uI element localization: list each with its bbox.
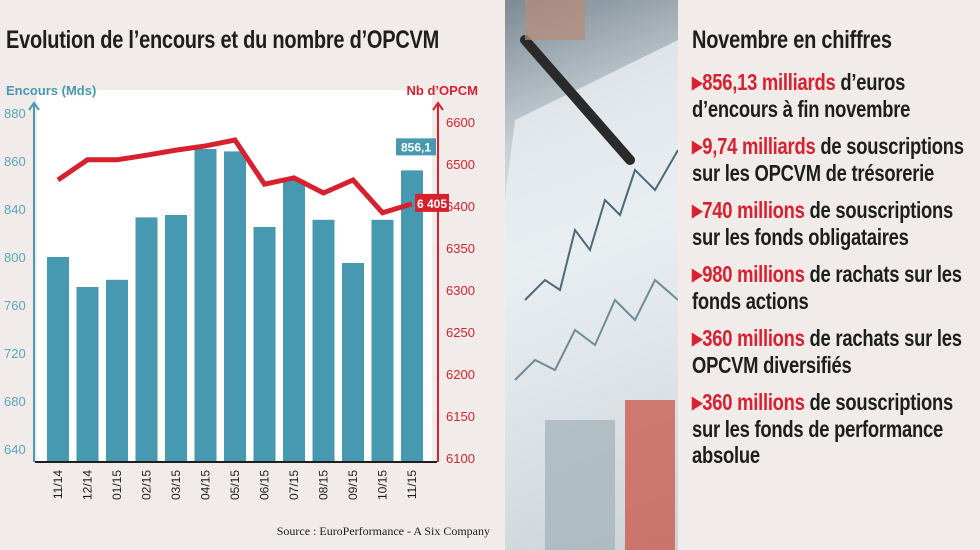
bar-11/15 bbox=[401, 170, 423, 463]
left-tick-label: 880 bbox=[4, 106, 26, 121]
bar-last-value: 856,1 bbox=[401, 140, 431, 154]
triangle-bullet-icon: ▶ bbox=[692, 137, 703, 156]
line-last-value: 6 405 bbox=[417, 197, 447, 211]
key-figure-text: de rachats sur les OPCVM diversifiés bbox=[692, 325, 962, 378]
right-tick-label: 6250 bbox=[446, 325, 475, 340]
x-tick-label: 04/15 bbox=[199, 470, 213, 500]
bar-12/14 bbox=[76, 287, 99, 462]
key-figure-text: de rachats sur les fonds actions bbox=[692, 261, 962, 314]
key-figure-item: ▶360 millions de rachats sur les OPCVM d… bbox=[692, 325, 980, 378]
key-figure-value: 9,74 milliards bbox=[702, 133, 816, 159]
source-note: Source : EuroPerformance - A Six Company bbox=[277, 524, 490, 538]
key-figure-text: d’euros d’encours à fin novembre bbox=[692, 69, 911, 122]
x-tick-label: 08/15 bbox=[317, 470, 331, 500]
photo-illustration bbox=[505, 0, 678, 550]
x-tick-label: 09/15 bbox=[346, 470, 360, 500]
right-tick-label: 6400 bbox=[446, 199, 475, 214]
bar-11/14 bbox=[47, 257, 69, 462]
key-figure-value: 360 millions bbox=[702, 389, 805, 415]
x-tick-label: 11/14 bbox=[51, 470, 65, 499]
bar-last-value-badge bbox=[396, 138, 436, 156]
right-tick-label: 6300 bbox=[446, 283, 475, 298]
combo-chart: Encours (Mds) Nb d’OPCM 880 860 840 800 760 7… bbox=[4, 83, 490, 538]
left-tick-label: 800 bbox=[4, 250, 26, 265]
left-tick-label: 840 bbox=[4, 202, 26, 217]
triangle-bullet-icon: ▶ bbox=[692, 393, 703, 412]
key-figure-item: ▶856,13 milliards d’euros d’encours à fi… bbox=[692, 69, 980, 122]
key-figures-panel: Novembre en chiffres ▶856,13 milliards d… bbox=[692, 26, 980, 479]
x-tick-label: 03/15 bbox=[169, 470, 183, 500]
right-tick-label: 6600 bbox=[446, 115, 475, 130]
key-figure-item: ▶980 millions de rachats sur les fonds a… bbox=[692, 261, 980, 314]
chart-title: Evolution de l’encours et du nombre d’OP… bbox=[6, 26, 440, 54]
line-series-nb-opcm bbox=[56, 137, 413, 216]
key-figure-value: 360 millions bbox=[702, 325, 805, 351]
right-axis-arrow-icon bbox=[432, 101, 444, 111]
triangle-bullet-icon: ▶ bbox=[692, 73, 703, 92]
left-tick-label: 720 bbox=[4, 346, 26, 361]
bar-03/15 bbox=[165, 215, 187, 462]
key-figure-item: ▶360 millions de souscriptions sur les f… bbox=[692, 389, 980, 468]
bar-01/15 bbox=[106, 279, 128, 462]
key-figure-value: 740 millions bbox=[702, 197, 805, 223]
right-tick-label: 6100 bbox=[446, 451, 475, 466]
x-tick-label: 02/15 bbox=[140, 470, 154, 500]
left-tick-label: 640 bbox=[4, 442, 26, 457]
key-figure-item: ▶740 millions de souscriptions sur les f… bbox=[692, 197, 980, 250]
key-figure-text: de souscriptions sur les fonds obligatai… bbox=[692, 197, 953, 250]
bar-07/15 bbox=[283, 180, 305, 462]
bar-09/15 bbox=[342, 263, 364, 462]
bar-05/15 bbox=[224, 151, 246, 462]
left-tick-label: 680 bbox=[4, 394, 26, 409]
left-axis-label: Encours (Mds) bbox=[6, 83, 96, 98]
key-figure-value: 856,13 milliards bbox=[702, 69, 836, 95]
left-tick-label: 760 bbox=[4, 298, 26, 313]
bar-06/15 bbox=[253, 227, 276, 462]
key-figure-text: de souscriptions sur les fonds de perfor… bbox=[692, 389, 953, 468]
stock-chart-photo bbox=[505, 0, 678, 550]
bar-04/15 bbox=[194, 149, 217, 462]
x-tick-label: 01/15 bbox=[110, 470, 124, 500]
x-tick-label: 10/15 bbox=[376, 470, 390, 500]
bar-02/15 bbox=[135, 217, 158, 462]
left-axis-arrow-icon bbox=[28, 101, 40, 111]
right-tick-label: 6500 bbox=[446, 157, 475, 172]
x-tick-label: 07/15 bbox=[287, 470, 301, 500]
right-tick-label: 6350 bbox=[446, 241, 475, 256]
panel-title: Novembre en chiffres bbox=[692, 26, 892, 54]
x-tick-label: 06/15 bbox=[258, 470, 272, 500]
triangle-bullet-icon: ▶ bbox=[692, 201, 703, 220]
left-tick-label: 860 bbox=[4, 154, 26, 169]
triangle-bullet-icon: ▶ bbox=[692, 265, 703, 284]
x-tick-label: 11/15 bbox=[405, 470, 419, 499]
x-tick-label: 05/15 bbox=[228, 470, 242, 500]
key-figure-item: ▶9,74 milliards de souscriptions sur les… bbox=[692, 133, 980, 186]
right-axis-label: Nb d’OPCM bbox=[407, 83, 479, 98]
right-tick-label: 6200 bbox=[446, 367, 475, 382]
bar-08/15 bbox=[312, 219, 335, 462]
x-tick-label: 12/14 bbox=[81, 470, 95, 500]
line-last-value-badge bbox=[415, 193, 449, 212]
key-figure-value: 980 millions bbox=[702, 261, 805, 287]
triangle-bullet-icon: ▶ bbox=[692, 329, 703, 348]
key-figure-text: de souscriptions sur les OPCVM de trésor… bbox=[692, 133, 964, 186]
bar-10/15 bbox=[371, 219, 394, 462]
right-tick-label: 6150 bbox=[446, 409, 475, 424]
